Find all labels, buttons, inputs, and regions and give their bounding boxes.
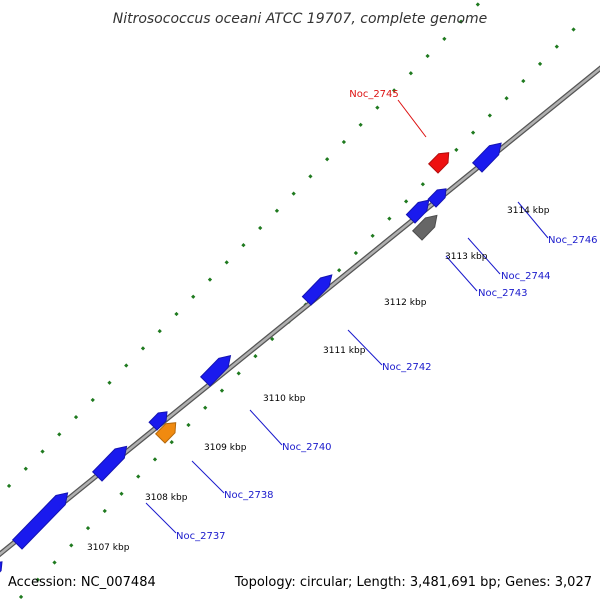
gene-label-noc-2745: Noc_2745	[349, 89, 399, 100]
tick-label: 3113 kbp	[445, 252, 488, 262]
tick-label: 3108 kbp	[145, 493, 188, 503]
gene-label-noc-2740: Noc_2740	[282, 442, 332, 453]
leader-noc-2746	[517, 201, 549, 239]
gene-label-noc-2738: Noc_2738	[224, 490, 274, 501]
leader-noc-2742	[347, 329, 383, 366]
gene-arrow-noc-2746	[471, 142, 502, 173]
gene-arrow-unlabeled-c	[427, 188, 447, 208]
gene-arrow-noc-2742	[301, 274, 333, 306]
genome-summary-text: Topology: circular; Length: 3,481,691 bp…	[234, 575, 592, 590]
leader-noc-2744	[467, 237, 501, 275]
gene-label-noc-2746: Noc_2746	[548, 235, 598, 246]
gene-arrow-noc-2738	[154, 422, 177, 444]
tick-label: 3114 kbp	[507, 206, 550, 216]
gene-arrow-noc-2744	[405, 199, 430, 224]
gene-arrow-noc-2737	[91, 445, 128, 482]
gene-label-noc-2743: Noc_2743	[478, 288, 528, 299]
upper-guide-track	[6, 0, 485, 489]
leader-noc-2738	[191, 460, 225, 494]
tick-label: 3112 kbp	[384, 298, 427, 308]
dashed-guide-tracks	[6, 0, 587, 600]
tick-label: 3111 kbp	[323, 346, 366, 356]
leader-noc-2745	[397, 99, 427, 138]
gene-features	[0, 142, 502, 573]
accession-text: Accession: NC_007484	[8, 575, 156, 590]
leader-noc-2743	[445, 255, 478, 292]
gene-arrow-unlabeled-d	[0, 561, 3, 573]
backbone-line	[0, 67, 600, 556]
map-title: Nitrosococcus oceani ATCC 19707, complet…	[113, 11, 488, 27]
tick-labels: 3107 kbp 3108 kbp 3109 kbp 3110 kbp 3111 kbp…	[87, 206, 550, 553]
tick-label: 3107 kbp	[87, 543, 130, 553]
genome-backbone	[0, 65, 600, 558]
gene-arrow-noc-2740	[199, 355, 232, 387]
label-leader-lines	[145, 99, 549, 534]
gene-arrow-unlabeled-a	[11, 492, 69, 550]
leader-noc-2740	[249, 409, 283, 446]
tick-label: 3109 kbp	[204, 443, 247, 453]
gene-label-noc-2744: Noc_2744	[501, 271, 551, 282]
gene-arrow-unlabeled-b	[148, 411, 168, 431]
gene-labels: Noc_2737 Noc_2738 Noc_2740 Noc_2742 Noc_2743…	[176, 89, 598, 542]
gene-arrow-noc-2745	[427, 152, 450, 174]
gene-arrow-noc-2743	[411, 214, 438, 241]
tick-label: 3110 kbp	[263, 394, 306, 404]
leader-noc-2737	[145, 502, 177, 534]
gene-label-noc-2737: Noc_2737	[176, 531, 226, 542]
gene-label-noc-2742: Noc_2742	[382, 362, 432, 373]
